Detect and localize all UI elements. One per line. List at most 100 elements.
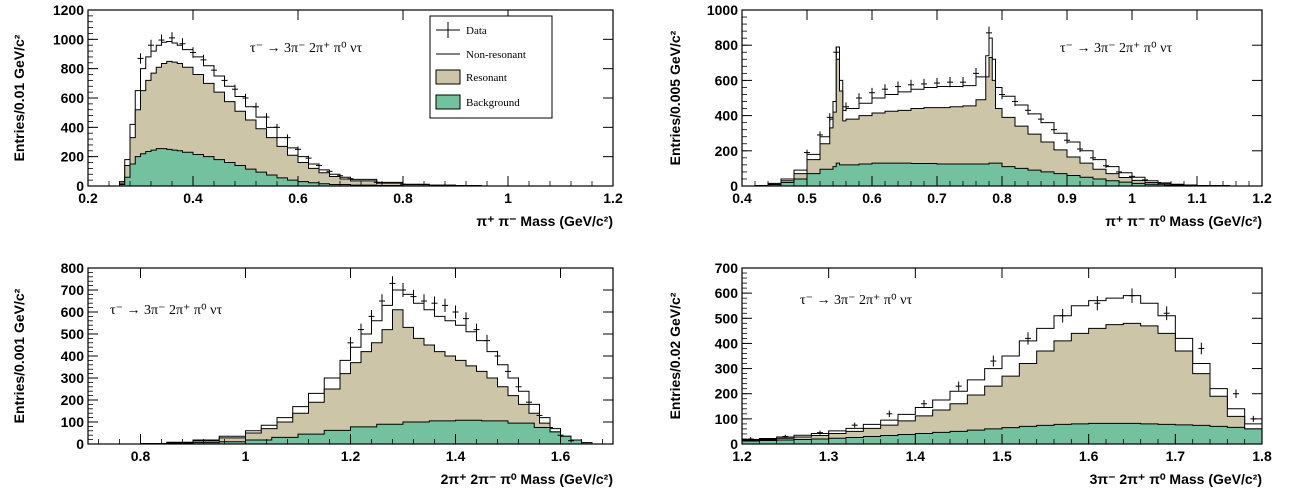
data-point: [1025, 332, 1031, 345]
y-tick-label: 100: [715, 411, 739, 427]
x-tick-label: 0.2: [78, 190, 98, 206]
data-point: [986, 26, 992, 40]
data-point: [843, 102, 849, 112]
x-tick-label: 0.8: [393, 190, 413, 206]
data-point: [999, 89, 1005, 100]
y-tick-label: 700: [715, 260, 739, 276]
plot-area: [88, 32, 613, 186]
x-axis-label: 3π⁻ 2π⁺ π⁰ Mass (GeV/c²): [1090, 471, 1262, 487]
data-point: [921, 399, 927, 408]
data-point: [305, 155, 312, 161]
data-point: [169, 32, 175, 44]
data-point: [316, 163, 322, 168]
data-point: [421, 294, 427, 308]
x-tick-label: 1.2: [732, 448, 752, 464]
y-tick-label: 600: [61, 90, 85, 106]
plot-area: [742, 288, 1262, 444]
data-point: [473, 323, 480, 336]
panel-top-right: 0.4 0.5 0.6 0.7 0.8 0.9 1 1.1 1.2 0 200 400 600 800 10…: [667, 2, 1272, 229]
x-tick-label: 1.3: [819, 448, 839, 464]
data-point: [1059, 308, 1066, 323]
y-tick-label: 0: [76, 178, 84, 194]
data-point: [463, 312, 469, 325]
legend-resonant-swatch: [435, 69, 461, 85]
data-point: [368, 310, 375, 323]
background-histogram: [88, 148, 613, 186]
y-tick-label: 300: [715, 361, 739, 377]
legend-background-swatch: [435, 94, 461, 110]
y-tick-label: 400: [61, 348, 85, 364]
data-point: [389, 276, 396, 291]
x-tick-label: 0.5: [797, 190, 817, 206]
y-tick-label: 800: [61, 61, 85, 77]
y-tick-label: 600: [715, 285, 739, 301]
x-tick-label: 1.1: [1187, 190, 1207, 206]
x-tick-label: 0.6: [288, 190, 308, 206]
data-point: [137, 53, 144, 64]
y-tick-label: 400: [61, 119, 85, 135]
data-point: [505, 366, 511, 377]
y-tick-label: 400: [715, 335, 739, 351]
panel-bottom-right: 1.2 1.3 1.4 1.5 1.6 1.7 1.8 0 100 200 300 400 500 600…: [667, 260, 1272, 487]
data-point: [1064, 136, 1070, 144]
data-point: [442, 298, 448, 313]
x-tick-label: 1.2: [1252, 190, 1272, 206]
data-point: [908, 79, 914, 90]
data-point: [747, 437, 754, 441]
data-point: [274, 123, 280, 131]
data-point: [1233, 389, 1239, 398]
data-point: [804, 149, 810, 156]
y-tick-label: 200: [715, 386, 739, 402]
resonant-histogram: [88, 60, 613, 186]
data-point: [232, 84, 238, 94]
x-tick-label: 1: [504, 190, 512, 206]
plot-area: [88, 276, 613, 444]
data-point: [1129, 288, 1135, 303]
y-tick-label: 1000: [707, 2, 738, 18]
data-point: [568, 438, 574, 443]
x-tick-label: 1.8: [1252, 448, 1272, 464]
data-point: [1038, 115, 1044, 124]
data-point: [263, 113, 270, 121]
data-point: [536, 412, 543, 419]
background-histogram: [88, 419, 613, 444]
data-point: [1116, 170, 1122, 174]
y-axis-label: Entries/0.001 GeV/c²: [11, 288, 27, 423]
data-point: [990, 355, 997, 367]
y-tick-label: 1000: [53, 31, 84, 47]
data-point: [869, 87, 875, 98]
data-point: [347, 176, 354, 181]
x-axis-label: π⁺ π⁻ Mass (GeV/c²): [476, 213, 613, 229]
x-tick-label: 0.8: [131, 448, 151, 464]
data-point: [934, 77, 940, 89]
data-point: [1051, 125, 1057, 134]
data-point: [326, 169, 333, 174]
data-point: [211, 65, 217, 76]
data-point: [148, 39, 154, 51]
data-point: [1094, 296, 1101, 311]
data-point: [484, 334, 490, 347]
data-point: [295, 146, 301, 153]
data-point: [1198, 342, 1205, 355]
data-point: [1103, 163, 1109, 169]
data-point: [833, 46, 840, 59]
x-tick-label: 0.4: [183, 190, 203, 206]
data-point: [179, 38, 186, 50]
x-tick-label: 1.6: [551, 448, 571, 464]
y-tick-label: 0: [76, 436, 84, 452]
data-point: [895, 81, 901, 92]
y-tick-label: 1200: [53, 2, 84, 18]
data-point: [494, 350, 501, 362]
data-point: [526, 398, 532, 406]
y-axis-label: Entries/0.02 GeV/c²: [667, 292, 683, 419]
data-point: [400, 283, 406, 297]
y-tick-label: 500: [715, 310, 739, 326]
legend-background-label: Background: [466, 97, 520, 109]
decay-annotation: τ⁻ → 3π⁻ 2π⁺ π⁰ ντ: [1060, 41, 1172, 56]
data-point: [547, 425, 553, 430]
data-point: [817, 430, 823, 435]
data-point: [1090, 155, 1096, 161]
data-point: [347, 337, 354, 349]
data-point: [882, 84, 888, 95]
data-point: [1012, 96, 1018, 107]
